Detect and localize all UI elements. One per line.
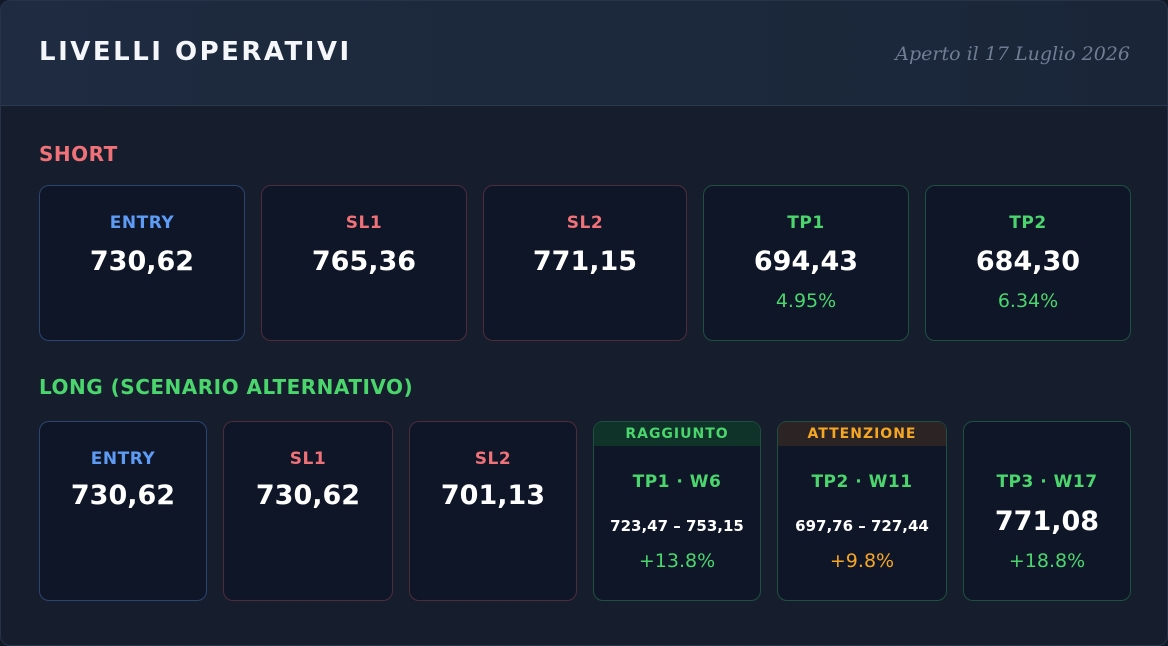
short-entry-label: ENTRY bbox=[109, 213, 175, 233]
short-tp1-value: 694,43 bbox=[753, 246, 859, 277]
long-tp2-percent: +9.8% bbox=[829, 550, 895, 572]
short-sl2-value: 771,15 bbox=[532, 246, 638, 277]
opened-date: Aperto il 17 Luglio 2026 bbox=[895, 43, 1130, 65]
long-sl2-label: SL2 bbox=[474, 449, 512, 469]
long-sl1-label: SL1 bbox=[289, 449, 327, 469]
reached-badge: RAGGIUNTO bbox=[594, 422, 760, 446]
panel-title: LIVELLI OPERATIVI bbox=[39, 37, 352, 67]
short-entry-value: 730,62 bbox=[89, 246, 195, 277]
short-sl2-label: SL2 bbox=[566, 213, 604, 233]
short-tp1-label: TP1 bbox=[787, 213, 825, 233]
long-entry-card: ENTRY 730,62 bbox=[39, 421, 207, 601]
short-section-label: SHORT bbox=[39, 142, 118, 166]
panel-header: LIVELLI OPERATIVI Aperto il 17 Luglio 20… bbox=[1, 1, 1167, 106]
short-entry-card: ENTRY 730,62 bbox=[39, 185, 245, 341]
long-tp3-label: TP3 · W17 bbox=[996, 472, 1098, 492]
long-sl1-value: 730,62 bbox=[255, 480, 361, 511]
short-sl2-card: SL2 771,15 bbox=[483, 185, 687, 341]
warning-badge: ATTENZIONE bbox=[778, 422, 946, 446]
long-entry-value: 730,62 bbox=[70, 480, 176, 511]
short-tp2-value: 684,30 bbox=[975, 246, 1081, 277]
short-sl1-value: 765,36 bbox=[311, 246, 417, 277]
short-tp2-percent: 6.34% bbox=[997, 290, 1059, 312]
long-tp1-label: TP1 · W6 bbox=[632, 472, 722, 492]
short-tp1-card: TP1 694,43 4.95% bbox=[703, 185, 909, 341]
long-tp1-percent: +13.8% bbox=[638, 550, 716, 572]
long-tp3-card: TP3 · W17 771,08 +18.8% bbox=[963, 421, 1131, 601]
long-tp2-card: ATTENZIONE TP2 · W11 697,76 – 727,44 +9.… bbox=[777, 421, 947, 601]
long-tp1-card: RAGGIUNTO TP1 · W6 723,47 – 753,15 +13.8… bbox=[593, 421, 761, 601]
long-entry-label: ENTRY bbox=[90, 449, 156, 469]
long-tp1-range: 723,47 – 753,15 bbox=[610, 517, 744, 535]
short-tp2-label: TP2 bbox=[1009, 213, 1047, 233]
short-tp1-percent: 4.95% bbox=[775, 290, 837, 312]
short-sl1-card: SL1 765,36 bbox=[261, 185, 467, 341]
long-tp3-value: 771,08 bbox=[994, 506, 1100, 537]
long-sl1-card: SL1 730,62 bbox=[223, 421, 393, 601]
long-sl2-value: 701,13 bbox=[440, 480, 546, 511]
long-tp2-label: TP2 · W11 bbox=[811, 472, 913, 492]
long-tp2-range: 697,76 – 727,44 bbox=[795, 517, 929, 535]
short-sl1-label: SL1 bbox=[345, 213, 383, 233]
long-sl2-card: SL2 701,13 bbox=[409, 421, 577, 601]
long-section-label: LONG (SCENARIO ALTERNATIVO) bbox=[39, 375, 414, 399]
long-tp3-percent: +18.8% bbox=[1008, 550, 1086, 572]
short-tp2-card: TP2 684,30 6.34% bbox=[925, 185, 1131, 341]
